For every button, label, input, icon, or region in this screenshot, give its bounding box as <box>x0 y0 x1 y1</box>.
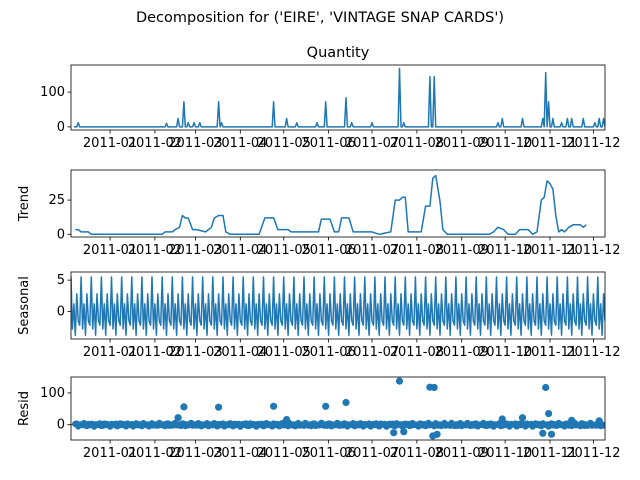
x-tick-label: 2011-06 <box>301 345 355 360</box>
x-tick-label: 2011-06 <box>301 446 355 461</box>
y-tick-label: 5 <box>57 273 65 288</box>
y-tick-label: 0 <box>57 120 65 135</box>
x-tick-label: 2011-08 <box>390 446 444 461</box>
x-tick-label: 2011-01 <box>83 136 137 151</box>
x-tick-label: 2011-05 <box>257 345 311 360</box>
y-axis-label: Trend <box>17 186 32 223</box>
resid-outlier-point <box>270 402 278 410</box>
x-tick-label: 2011-03 <box>168 345 222 360</box>
x-tick-label: 2011-09 <box>435 243 489 258</box>
x-tick-label: 2011-01 <box>83 345 137 360</box>
x-tick-label: 2011-02 <box>128 345 182 360</box>
x-tick-label: 2011-05 <box>257 446 311 461</box>
axes-frame <box>70 64 606 131</box>
x-tick-label: 2011-07 <box>345 446 399 461</box>
y-tick-label: 100 <box>40 85 65 100</box>
x-tick-label: 2011-08 <box>390 243 444 258</box>
x-tick-label: 2011-07 <box>345 136 399 151</box>
figure-suptitle: Decomposition for ('EIRE', 'VINTAGE SNAP… <box>136 10 504 26</box>
axes-frame <box>70 169 606 238</box>
series-line <box>71 276 605 336</box>
resid-outlier-point <box>545 410 553 418</box>
series-line <box>75 174 587 236</box>
x-tick-label: 2011-04 <box>213 446 267 461</box>
resid-outlier-point <box>547 430 556 438</box>
resid-outlier-point <box>433 430 441 438</box>
x-tick-label: 2011-09 <box>435 345 489 360</box>
panel-3: 052011-012011-022011-032011-042011-05201… <box>17 271 621 360</box>
resid-outlier-point <box>542 383 550 392</box>
x-tick-label: 2011-07 <box>345 345 399 360</box>
resid-outlier-point <box>400 428 408 436</box>
plot-area <box>73 67 605 128</box>
y-tick-label: 0 <box>57 227 65 242</box>
axes-frame <box>70 271 606 340</box>
x-tick-label: 2011-11 <box>523 345 577 360</box>
plot-area <box>71 276 605 336</box>
resid-outlier-point <box>568 416 576 424</box>
x-tick-label: 2011-09 <box>435 446 489 461</box>
x-tick-label: 2011-02 <box>128 446 182 461</box>
x-tick-label: 2011-11 <box>523 136 577 151</box>
y-axis-label: Seasonal <box>17 276 32 335</box>
resid-outlier-point <box>395 377 404 385</box>
y-tick-label: 0 <box>57 418 65 433</box>
resid-outlier-point <box>539 429 547 437</box>
x-tick-label: 2011-07 <box>345 243 399 258</box>
x-tick-label: 2011-02 <box>128 136 182 151</box>
plot-area <box>75 174 587 236</box>
x-tick-label: 2011-03 <box>168 136 222 151</box>
panel-4: 01002011-012011-022011-032011-042011-052… <box>17 376 621 461</box>
x-tick-label: 2011-09 <box>435 136 489 151</box>
resid-point <box>600 422 605 429</box>
x-tick-label: 2011-04 <box>213 136 267 151</box>
x-tick-label: 2011-11 <box>523 243 577 258</box>
resid-outlier-point <box>322 402 330 410</box>
resid-outlier-point <box>283 416 291 424</box>
y-tick-label: 25 <box>48 193 65 208</box>
resid-outlier-point <box>180 403 188 411</box>
axes-frame <box>70 376 606 441</box>
panel-2: 0252011-012011-022011-032011-042011-0520… <box>17 169 621 258</box>
x-tick-label: 2011-12 <box>566 243 620 258</box>
resid-outlier-point <box>174 414 182 422</box>
x-tick-label: 2011-04 <box>213 345 267 360</box>
x-tick-label: 2011-10 <box>478 136 532 151</box>
resid-outlier-point <box>390 429 398 437</box>
y-tick-label: 100 <box>40 386 65 401</box>
resid-outlier-point <box>595 417 603 425</box>
y-axis-label: Resid <box>17 391 32 426</box>
x-tick-label: 2011-11 <box>523 446 577 461</box>
x-tick-label: 2011-02 <box>128 243 182 258</box>
series-line <box>73 67 605 128</box>
panels: 01002011-012011-022011-032011-042011-052… <box>17 45 621 461</box>
x-tick-label: 2011-10 <box>478 345 532 360</box>
x-tick-label: 2011-05 <box>257 136 311 151</box>
x-tick-label: 2011-08 <box>390 136 444 151</box>
plot-area <box>71 377 605 440</box>
x-tick-label: 2011-03 <box>168 446 222 461</box>
x-tick-label: 2011-10 <box>478 243 532 258</box>
x-tick-label: 2011-06 <box>301 243 355 258</box>
x-tick-label: 2011-01 <box>83 243 137 258</box>
x-tick-label: 2011-10 <box>478 446 532 461</box>
x-tick-label: 2011-12 <box>566 136 620 151</box>
resid-outlier-point <box>430 383 438 392</box>
resid-outlier-point <box>518 414 527 422</box>
y-tick-label: 0 <box>57 304 65 319</box>
resid-outlier-point <box>215 403 223 411</box>
x-tick-label: 2011-05 <box>257 243 311 258</box>
x-tick-label: 2011-03 <box>168 243 222 258</box>
x-tick-label: 2011-08 <box>390 345 444 360</box>
x-tick-label: 2011-01 <box>83 446 137 461</box>
x-tick-label: 2011-06 <box>301 136 355 151</box>
resid-outlier-point <box>498 415 506 423</box>
x-tick-label: 2011-12 <box>566 345 620 360</box>
axes-title: Quantity <box>307 45 370 61</box>
x-tick-label: 2011-04 <box>213 243 267 258</box>
panel-1: 01002011-012011-022011-032011-042011-052… <box>40 45 620 151</box>
resid-outlier-point <box>342 398 350 407</box>
x-tick-label: 2011-12 <box>566 446 620 461</box>
